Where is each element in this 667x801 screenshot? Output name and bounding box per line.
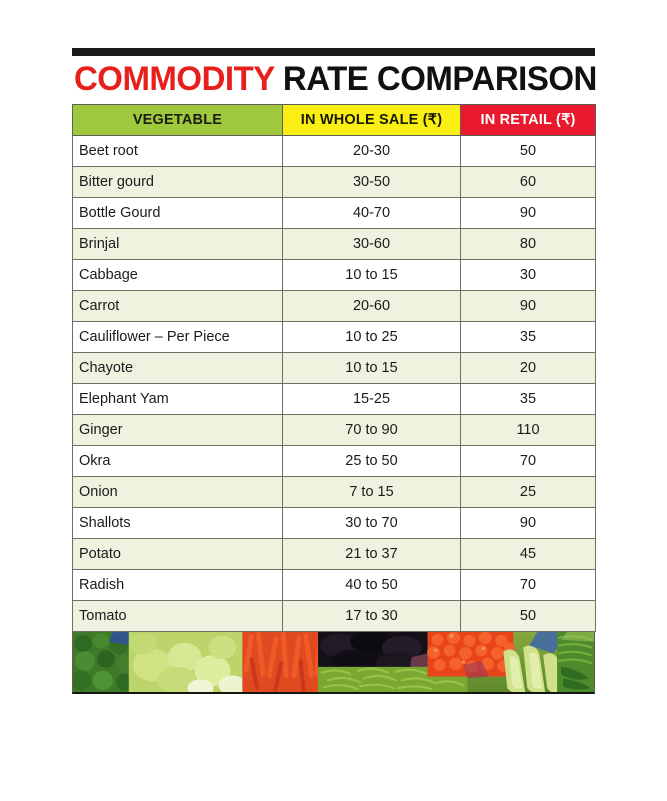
cell-vegetable: Elephant Yam	[72, 383, 283, 415]
cell-vegetable: Radish	[72, 569, 283, 601]
cell-wholesale: 40-70	[282, 197, 461, 229]
cell-vegetable: Tomato	[72, 600, 283, 632]
table-row: Shallots 30 to 70 90	[72, 507, 596, 539]
column-header-vegetable: VEGETABLE	[72, 104, 283, 136]
cell-vegetable: Ginger	[72, 414, 283, 446]
cell-vegetable: Cabbage	[72, 259, 283, 291]
cell-wholesale: 10 to 15	[282, 352, 461, 384]
cell-wholesale: 10 to 25	[282, 321, 461, 353]
cell-retail: 90	[460, 197, 596, 229]
table-row: Brinjal 30-60 80	[72, 228, 596, 260]
commodity-rate-infographic: COMMODITY RATE COMPARISON VEGETABLE IN W…	[72, 48, 597, 694]
cell-wholesale: 10 to 15	[282, 259, 461, 291]
cell-wholesale: 30-50	[282, 166, 461, 198]
cell-retail: 110	[460, 414, 596, 446]
table-row: Bottle Gourd 40-70 90	[72, 197, 596, 229]
vegetables-photo	[73, 632, 594, 692]
cell-retail: 45	[460, 538, 596, 570]
cell-retail: 50	[460, 135, 596, 167]
cell-vegetable: Onion	[72, 476, 283, 508]
cell-wholesale: 70 to 90	[282, 414, 461, 446]
table-body: Beet root 20-30 50 Bitter gourd 30-50 60 Bottl…	[72, 135, 596, 632]
cell-wholesale: 25 to 50	[282, 445, 461, 477]
table-header: VEGETABLE IN WHOLE SALE (₹) IN RETAIL (₹…	[72, 104, 596, 136]
title-commodity-word: COMMODITY	[73, 60, 275, 98]
table-row: Onion 7 to 15 25	[72, 476, 596, 508]
table-row: Cabbage 10 to 15 30	[72, 259, 596, 291]
cell-retail: 70	[460, 445, 596, 477]
cell-retail: 20	[460, 352, 596, 384]
cell-vegetable: Carrot	[72, 290, 283, 322]
table-row: Tomato 17 to 30 50	[72, 600, 596, 632]
cell-retail: 35	[460, 321, 596, 353]
table-row: Cauliflower – Per Piece 10 to 25 35	[72, 321, 596, 353]
table-row: Okra 25 to 50 70	[72, 445, 596, 477]
column-header-wholesale: IN WHOLE SALE (₹)	[282, 104, 461, 136]
cell-wholesale: 30-60	[282, 228, 461, 260]
cell-vegetable: Chayote	[72, 352, 283, 384]
table-row: Potato 21 to 37 45	[72, 538, 596, 570]
table-header-row: VEGETABLE IN WHOLE SALE (₹) IN RETAIL (₹…	[72, 104, 596, 136]
cell-vegetable: Cauliflower – Per Piece	[72, 321, 283, 353]
cell-vegetable: Bitter gourd	[72, 166, 283, 198]
cell-wholesale: 21 to 37	[282, 538, 461, 570]
table-row: Beet root 20-30 50	[72, 135, 596, 167]
page-title: COMMODITY RATE COMPARISON	[72, 60, 597, 98]
cell-retail: 25	[460, 476, 596, 508]
cell-wholesale: 7 to 15	[282, 476, 461, 508]
cell-wholesale: 15-25	[282, 383, 461, 415]
table-row: Ginger 70 to 90 110	[72, 414, 596, 446]
cell-vegetable: Shallots	[72, 507, 283, 539]
cell-wholesale: 30 to 70	[282, 507, 461, 539]
cell-vegetable: Okra	[72, 445, 283, 477]
cell-retail: 70	[460, 569, 596, 601]
cell-vegetable: Potato	[72, 538, 283, 570]
table-row: Elephant Yam 15-25 35	[72, 383, 596, 415]
title-rate-comparison-text: RATE COMPARISON	[282, 60, 597, 98]
cell-retail: 60	[460, 166, 596, 198]
cell-vegetable: Bottle Gourd	[72, 197, 283, 229]
cell-retail: 30	[460, 259, 596, 291]
cell-retail: 90	[460, 507, 596, 539]
cell-wholesale: 40 to 50	[282, 569, 461, 601]
cell-wholesale: 17 to 30	[282, 600, 461, 632]
commodity-rate-table: VEGETABLE IN WHOLE SALE (₹) IN RETAIL (₹…	[72, 104, 596, 632]
cell-vegetable: Beet root	[72, 135, 283, 167]
top-divider-rule	[72, 48, 595, 56]
table-row: Chayote 10 to 15 20	[72, 352, 596, 384]
cell-retail: 50	[460, 600, 596, 632]
cell-retail: 90	[460, 290, 596, 322]
cell-retail: 35	[460, 383, 596, 415]
cell-vegetable: Brinjal	[72, 228, 283, 260]
cell-wholesale: 20-30	[282, 135, 461, 167]
cell-retail: 80	[460, 228, 596, 260]
column-header-retail: IN RETAIL (₹)	[460, 104, 596, 136]
table-row: Carrot 20-60 90	[72, 290, 596, 322]
table-row: Radish 40 to 50 70	[72, 569, 596, 601]
vegetables-photo-strip	[72, 632, 595, 694]
table-row: Bitter gourd 30-50 60	[72, 166, 596, 198]
cell-wholesale: 20-60	[282, 290, 461, 322]
